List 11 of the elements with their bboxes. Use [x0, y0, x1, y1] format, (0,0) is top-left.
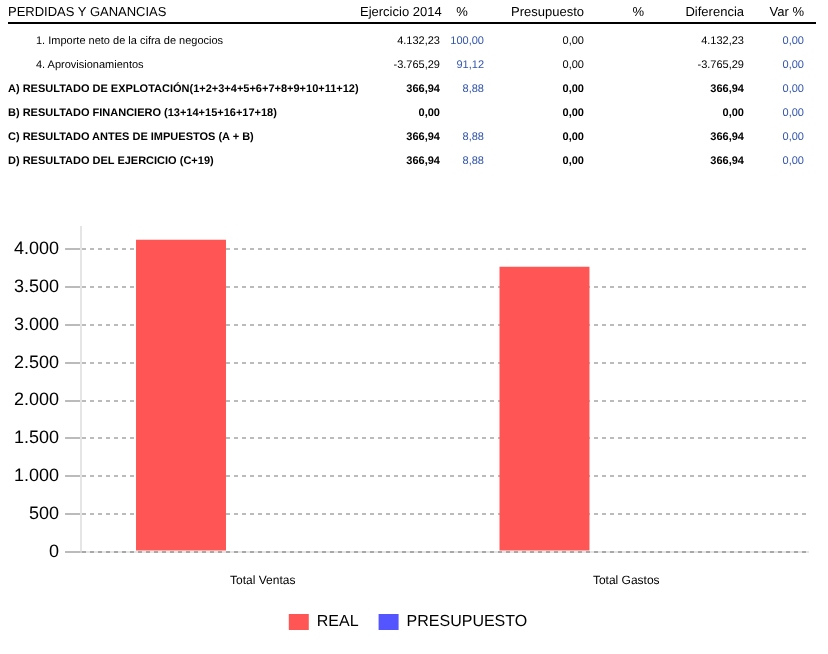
y-tick-label: 3.500 [13, 276, 60, 297]
y-tick-label: 2.500 [13, 351, 60, 372]
y-tick-label: 3.000 [13, 313, 60, 334]
legend-label: PRESUPUESTO [406, 612, 528, 631]
y-tick-label: 1.000 [13, 465, 60, 486]
y-tick-label: 4.000 [13, 238, 60, 259]
y-tick-label: 0 [49, 540, 60, 561]
legend-label: REAL [316, 612, 360, 631]
y-tick-label: 500 [28, 502, 60, 523]
y-tick-label: 1.500 [13, 427, 60, 448]
y-tick-label: 2.000 [13, 389, 60, 410]
